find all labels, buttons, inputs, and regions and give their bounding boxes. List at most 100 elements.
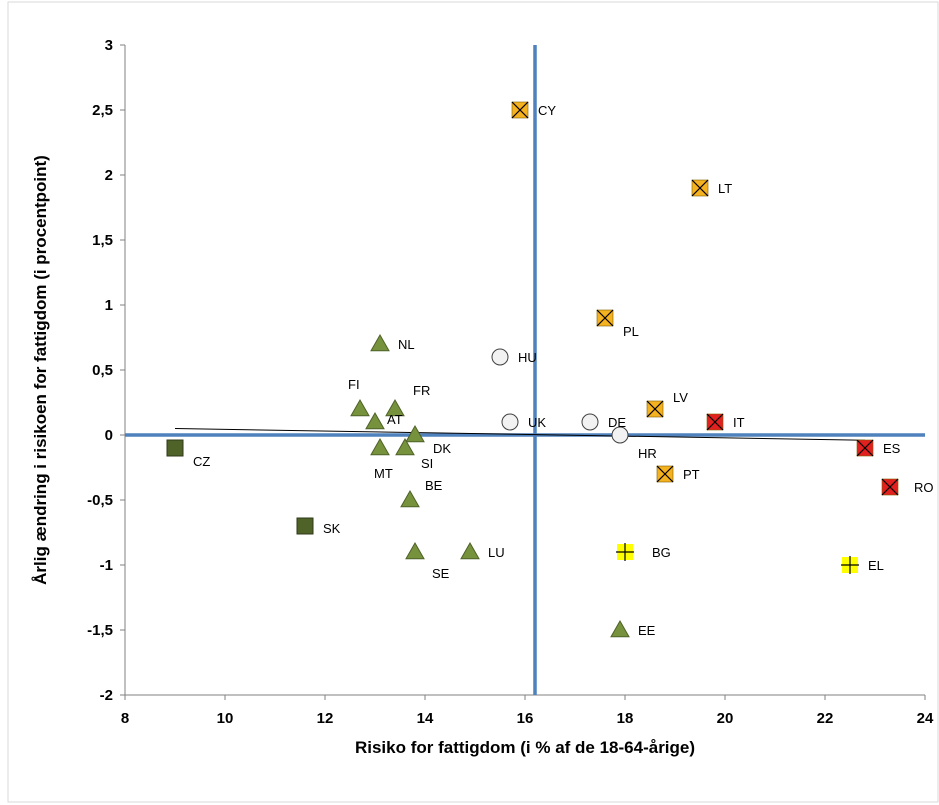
chart-border [7, 1, 939, 803]
x-cross-line [511, 101, 529, 119]
y-tick-label: 3 [105, 37, 113, 54]
point-nl [370, 333, 390, 352]
point-cz [166, 439, 184, 457]
x-cross-line [856, 439, 874, 457]
point-fr [385, 398, 405, 417]
triangle-marker [400, 489, 420, 508]
x-cross-line [596, 309, 614, 327]
x-tick-label: 10 [217, 710, 234, 727]
y-tick-label: -1 [100, 557, 113, 574]
point-es [856, 439, 874, 457]
x-tick-label: 22 [817, 710, 834, 727]
point-label-cz: CZ [193, 454, 210, 469]
point-label-fi: FI [348, 377, 360, 392]
x-tick-label: 16 [517, 710, 534, 727]
trendline-group [174, 428, 866, 441]
point-hr [611, 426, 629, 444]
point-label-si: SI [421, 456, 433, 471]
x-cross-line [691, 179, 709, 197]
axes: 3 2,5 2 1,5 1 0,5 0 -0,5 -1 -1,5 -2 8 10 12 14 16 18 20 22… [87, 37, 934, 727]
point-label-lt: LT [718, 181, 732, 196]
triangle-marker [365, 411, 385, 430]
point-label-it: IT [733, 415, 745, 430]
point-fi [350, 398, 370, 417]
y-tick-label: -0,5 [87, 492, 113, 509]
point-label-ro: RO [914, 480, 934, 495]
point-lu [460, 541, 480, 560]
x-tick-label: 14 [417, 710, 434, 727]
point-be [400, 489, 420, 508]
point-pl [596, 309, 614, 327]
y-axis-title: Årlig ændring i risikoen for fattigdom (… [31, 155, 50, 585]
x-tick-label: 12 [317, 710, 334, 727]
point-mt [370, 437, 390, 456]
point-label-at: AT [387, 412, 403, 427]
point-label-sk: SK [323, 521, 341, 536]
point-label-fr: FR [413, 383, 430, 398]
circle-marker [491, 348, 509, 366]
triangle-marker [395, 437, 415, 456]
point-uk [501, 413, 519, 431]
circle-marker [611, 426, 629, 444]
y-tick-label: 0 [105, 427, 113, 444]
point-label-lu: LU [488, 545, 505, 560]
point-lv [646, 400, 664, 418]
x-tick-label: 18 [617, 710, 634, 727]
point-lt [691, 179, 709, 197]
point-el [841, 556, 859, 574]
y-tick-label: 1 [105, 297, 113, 314]
triangle-marker [610, 619, 630, 638]
triangle-marker [350, 398, 370, 417]
point-label-pt: PT [683, 467, 700, 482]
circle-marker [581, 413, 599, 431]
y-tick-label: 0,5 [92, 362, 113, 379]
x-tick-label: 24 [917, 710, 934, 727]
y-tick-label: 2,5 [92, 102, 113, 119]
point-label-cy: CY [538, 103, 556, 118]
y-tick-label: 1,5 [92, 232, 113, 249]
x-cross-line [646, 400, 664, 418]
square-marker [296, 517, 314, 535]
y-tick-label: 2 [105, 167, 113, 184]
point-cy [511, 101, 529, 119]
triangle-marker [385, 398, 405, 417]
point-at [365, 411, 385, 430]
point-label-es: ES [883, 441, 901, 456]
x-tick-label: 8 [121, 710, 129, 727]
triangle-marker [405, 541, 425, 560]
x-axis-title: Risiko for fattigdom (i % af de 18-64-år… [355, 738, 695, 757]
point-bg [616, 543, 634, 561]
x-tick-label: 20 [717, 710, 734, 727]
x-cross-line [656, 465, 674, 483]
x-cross-line [881, 478, 899, 496]
point-label-hr: HR [638, 446, 657, 461]
point-ro [881, 478, 899, 496]
circle-marker [501, 413, 519, 431]
point-dk [405, 424, 425, 443]
square-marker [166, 439, 184, 457]
triangle-marker [405, 424, 425, 443]
point-labels: CZ SK NL FI AT FR DK MT SI BE SE LU EE HU UK DE HR CY LT PL… [193, 103, 934, 638]
point-label-dk: DK [433, 441, 451, 456]
point-label-nl: NL [398, 337, 415, 352]
point-label-hu: HU [518, 350, 537, 365]
point-label-pl: PL [623, 324, 639, 339]
y-tick-label: -2 [100, 687, 113, 704]
point-label-bg: BG [652, 545, 671, 560]
point-ee [610, 619, 630, 638]
point-hu [491, 348, 509, 366]
point-de [581, 413, 599, 431]
point-label-mt: MT [374, 466, 393, 481]
y-tick-label: -1,5 [87, 622, 113, 639]
triangle-marker [370, 333, 390, 352]
triangle-marker [460, 541, 480, 560]
point-label-ee: EE [638, 623, 656, 638]
point-label-be: BE [425, 478, 443, 493]
point-si [395, 437, 415, 456]
point-label-de: DE [608, 415, 626, 430]
point-sk [296, 517, 314, 535]
point-pt [656, 465, 674, 483]
point-it [706, 413, 724, 431]
data-points [166, 101, 899, 638]
